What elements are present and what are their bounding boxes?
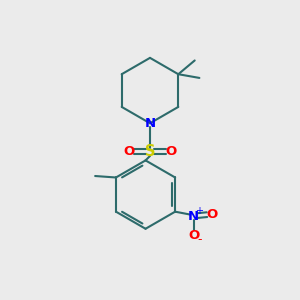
Text: N: N (144, 117, 156, 130)
Text: -: - (197, 233, 202, 246)
Text: +: + (195, 206, 203, 216)
Text: O: O (166, 145, 177, 158)
Text: N: N (188, 210, 199, 223)
Text: S: S (145, 144, 155, 159)
Text: O: O (188, 229, 199, 242)
Text: O: O (206, 208, 218, 221)
Text: O: O (123, 145, 134, 158)
